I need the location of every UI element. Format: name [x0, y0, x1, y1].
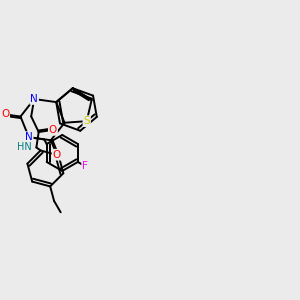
- Text: N: N: [30, 94, 38, 104]
- Text: O: O: [49, 125, 57, 135]
- Text: F: F: [82, 161, 88, 171]
- Text: O: O: [1, 110, 9, 119]
- Text: N: N: [25, 132, 33, 142]
- Text: O: O: [52, 150, 61, 160]
- Text: S: S: [83, 116, 90, 126]
- Text: HN: HN: [17, 142, 32, 152]
